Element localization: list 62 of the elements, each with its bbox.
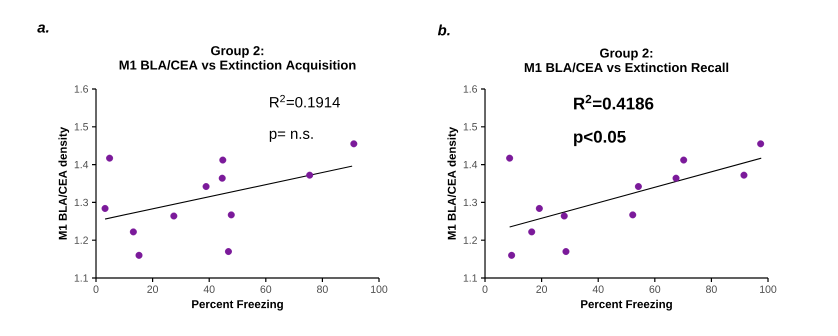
point (536, 204, 543, 212)
y-tick-label: 1.5 (464, 123, 478, 130)
annotation: R$^{2}$=0.4186 (574, 94, 654, 110)
x-tick-label: 100 (760, 286, 776, 293)
y-tick-label: 1.5 (74, 123, 88, 130)
point (136, 252, 143, 259)
x-tick-label: 100 (371, 286, 388, 293)
y-tick-label: 1.4 (74, 161, 88, 168)
chart-title: Group 2: (600, 48, 652, 60)
point (219, 156, 226, 164)
point (757, 140, 764, 148)
y-axis-title: M1 BLA/CEA density (447, 126, 458, 240)
y-tick-label: 1.6 (464, 85, 478, 93)
point (106, 154, 114, 162)
x-tick-label: 60 (650, 286, 660, 293)
point (740, 172, 748, 179)
chart-subtitle: M1 BLA/CEA vs Extinction Acquisition (120, 60, 356, 72)
point (224, 248, 232, 256)
point (170, 212, 178, 220)
chart-title: Group 2: (211, 46, 264, 58)
x-tick-label: 80 (706, 286, 717, 293)
chart-subtitle: M1 BLA/CEA vs Extinction Recall (524, 62, 728, 72)
y-tick-label: 1.2 (464, 236, 477, 244)
y-tick-label: 1.2 (74, 236, 88, 244)
point (508, 252, 516, 259)
point (306, 172, 314, 179)
point (680, 156, 688, 164)
point (560, 212, 568, 220)
point (228, 211, 235, 218)
point (528, 228, 536, 236)
point (634, 183, 642, 190)
y-tick-label: 1.4 (464, 161, 478, 168)
annotation: p<0.05 (574, 130, 626, 146)
point (629, 211, 636, 218)
point (130, 228, 137, 236)
y-tick-label: 1.3 (74, 198, 88, 206)
x-tick-label: 0 (94, 286, 98, 293)
y-tick-label: 1.1 (74, 274, 88, 282)
x-tick-label: 20 (536, 286, 548, 293)
x-axis-title: Percent Freezing (192, 300, 283, 310)
y-tick-label: 1.1 (464, 274, 477, 282)
y-axis-title: M1 BLA/CEA density (58, 126, 70, 240)
annotation: p= n.s. (270, 130, 313, 142)
x-tick-label: 80 (317, 286, 328, 293)
text: b. (438, 24, 450, 36)
y-tick-label: 1.6 (74, 85, 88, 93)
point (350, 140, 358, 148)
point (506, 154, 514, 162)
x-tick-label: 40 (592, 286, 604, 293)
x-tick-label: 40 (204, 286, 215, 293)
annotation: R$^{2}$=0.1914 (270, 94, 340, 108)
y-tick-label: 1.3 (464, 198, 478, 206)
x-tick-label: 0 (482, 286, 488, 293)
x-axis-title: Percent Freezing (581, 300, 672, 310)
x-tick-label: 60 (260, 286, 272, 293)
point (102, 204, 109, 212)
point (672, 174, 680, 182)
point (562, 248, 570, 256)
text: a. (37, 24, 48, 33)
x-tick-label: 20 (147, 286, 158, 293)
point (202, 183, 210, 190)
point (218, 174, 226, 182)
